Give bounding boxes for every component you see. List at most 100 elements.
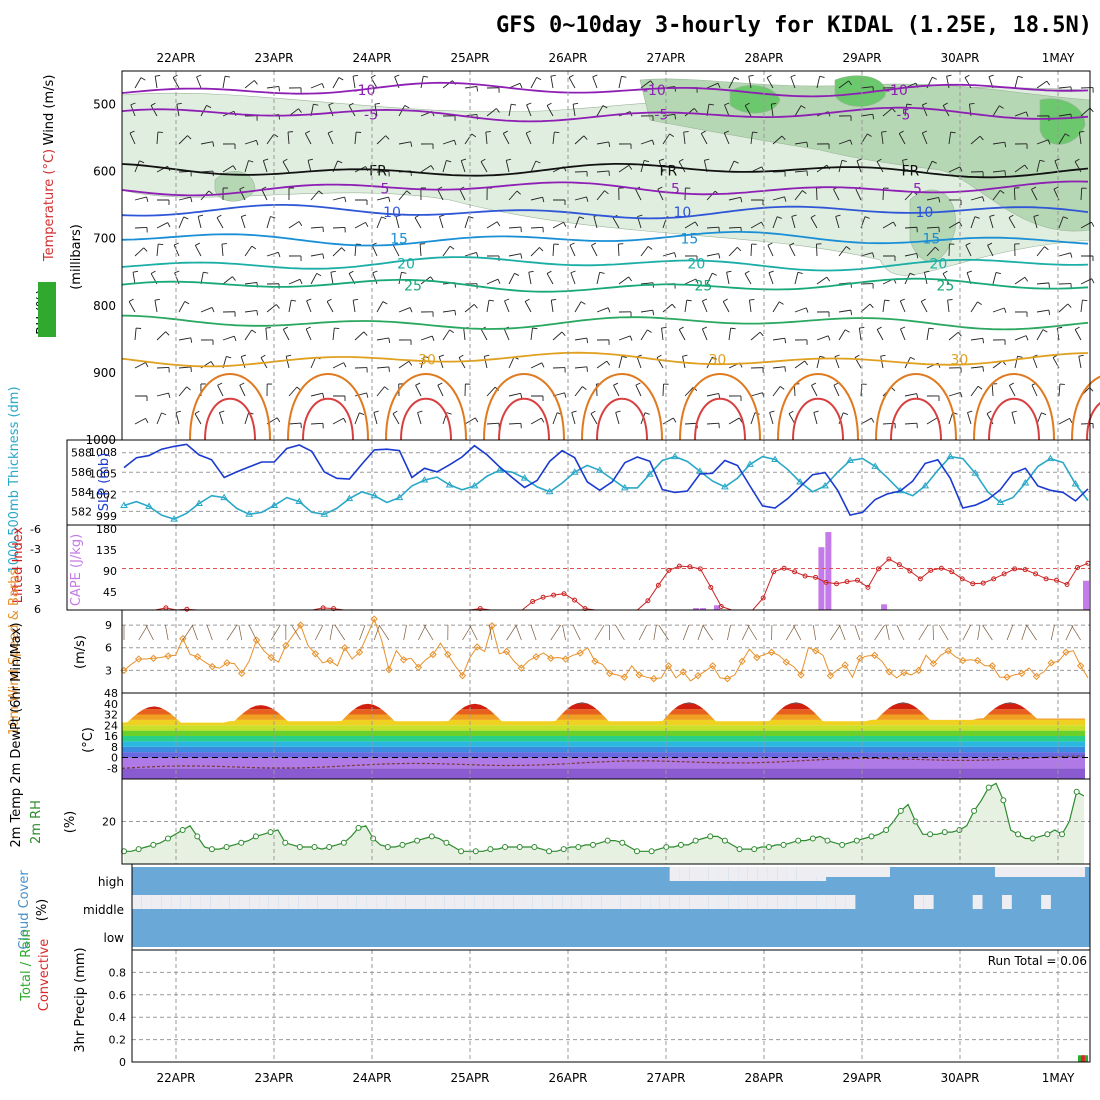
wind-barb-flag — [876, 326, 882, 330]
cloud-gap-middle — [532, 895, 543, 909]
wind-barb — [813, 412, 818, 425]
wind-barb — [748, 300, 752, 313]
cape-bar — [713, 605, 720, 610]
wind-barb — [376, 337, 389, 341]
wind-barb — [458, 357, 466, 369]
li-marker — [886, 556, 892, 562]
wind-barb-10m — [594, 624, 605, 641]
thickness-tick-label: 584 — [71, 486, 92, 499]
cloud-gap-middle — [757, 895, 768, 909]
wind-barb-flag — [1064, 133, 1070, 137]
wind-barb-flag — [869, 303, 874, 309]
wind-barb-flag — [704, 158, 710, 161]
wind-barb-flag — [965, 242, 971, 246]
wind-marker — [826, 671, 835, 680]
li-marker — [1043, 576, 1049, 582]
wind-barb-flag — [900, 298, 906, 302]
wind-barb — [970, 216, 976, 229]
wind-barb-flag — [1042, 329, 1048, 333]
cape-bar — [881, 604, 888, 610]
wind-barb — [876, 161, 884, 173]
thickness-marker — [195, 499, 204, 507]
wind-barb-10m — [982, 624, 993, 641]
wind-barb-flag — [1079, 130, 1085, 133]
cloud-gap-middle — [239, 895, 250, 909]
rh-marker — [516, 844, 523, 850]
surface-heat-contour — [400, 397, 452, 441]
wind-barb-flag — [779, 386, 785, 390]
wind-barb-flag — [1082, 299, 1088, 302]
wind-barb-flag — [910, 356, 916, 360]
cloud-gap-middle — [278, 895, 289, 909]
wind-barb-flag — [1004, 170, 1006, 176]
wind-barb — [769, 412, 774, 425]
cloud-gap-middle — [816, 895, 827, 909]
wind-barb-flag — [473, 304, 478, 309]
wind-barb — [706, 253, 719, 257]
wind-marker — [179, 634, 187, 643]
wind-barb — [244, 160, 249, 173]
wind-barb — [921, 104, 928, 117]
wind-barb-flag — [546, 102, 552, 106]
wind-marker — [870, 651, 879, 659]
wind-barb — [244, 412, 250, 425]
wind-barb-flag — [671, 303, 676, 309]
li-marker — [928, 567, 934, 573]
contour-label: FR — [369, 163, 387, 179]
contour-label: 25 — [936, 279, 954, 295]
wind-barb — [860, 86, 873, 89]
wind-barb-flag — [328, 102, 334, 106]
thickness-marker — [120, 501, 128, 508]
wind-barb-flag — [480, 158, 486, 162]
cape-tick-label: 135 — [96, 544, 117, 557]
wind-barb — [618, 164, 630, 173]
wind-barb — [266, 133, 275, 145]
cloud-gap-middle — [151, 895, 162, 909]
wind-barb-flag — [957, 332, 962, 337]
wind-barb-flag — [409, 307, 413, 313]
wind-barb — [948, 132, 952, 145]
wind-barb-flag — [867, 133, 872, 137]
wind-barb-flag — [210, 361, 215, 366]
cloud-gap-high — [679, 867, 690, 881]
rh-marker — [428, 833, 435, 840]
wind-barb — [1058, 384, 1061, 397]
wind-barb-flag — [922, 102, 928, 106]
thickness-marker — [1071, 479, 1080, 487]
rh-marker — [765, 844, 772, 850]
cloud-gap-middle — [523, 895, 533, 909]
li-marker — [980, 580, 986, 586]
wind-barb — [684, 386, 694, 397]
wind-barb — [310, 253, 323, 257]
wind-barb — [508, 253, 521, 257]
wind-barb — [706, 82, 719, 89]
wind-barb — [706, 273, 713, 285]
wind-barb-flag — [722, 298, 728, 302]
wind-barb-flag — [999, 190, 1005, 194]
wind-barb-flag — [370, 74, 376, 78]
wind-barb — [178, 216, 185, 229]
wind-barb — [970, 196, 983, 201]
wind-barb — [596, 105, 604, 117]
wind-barb — [502, 133, 510, 145]
wind-barb-flag — [579, 216, 585, 220]
wind-barb — [530, 77, 538, 89]
surface-heat-contour — [498, 397, 550, 441]
cloud-gap-middle — [669, 895, 680, 909]
cloud-gap-middle — [562, 895, 572, 909]
rh-marker — [472, 848, 479, 855]
ylabel-rh-unit: (%) — [63, 811, 78, 834]
cloud-gap-middle — [386, 895, 396, 909]
pressure-tick-label: 800 — [93, 299, 116, 313]
cloud-gap-middle — [552, 895, 563, 909]
ylabel-wind-unit: (m/s) — [73, 635, 88, 669]
contour-label: -5 — [364, 108, 378, 124]
wind-barb — [640, 160, 645, 173]
wind-marker — [1018, 669, 1026, 678]
wind-barb — [926, 160, 933, 173]
wind-barb-flag — [1044, 246, 1049, 251]
wind-barb-flag — [586, 338, 589, 344]
wind-barb-flag — [282, 158, 288, 162]
wind-barb — [794, 105, 802, 117]
wind-barb-flag — [551, 298, 557, 301]
